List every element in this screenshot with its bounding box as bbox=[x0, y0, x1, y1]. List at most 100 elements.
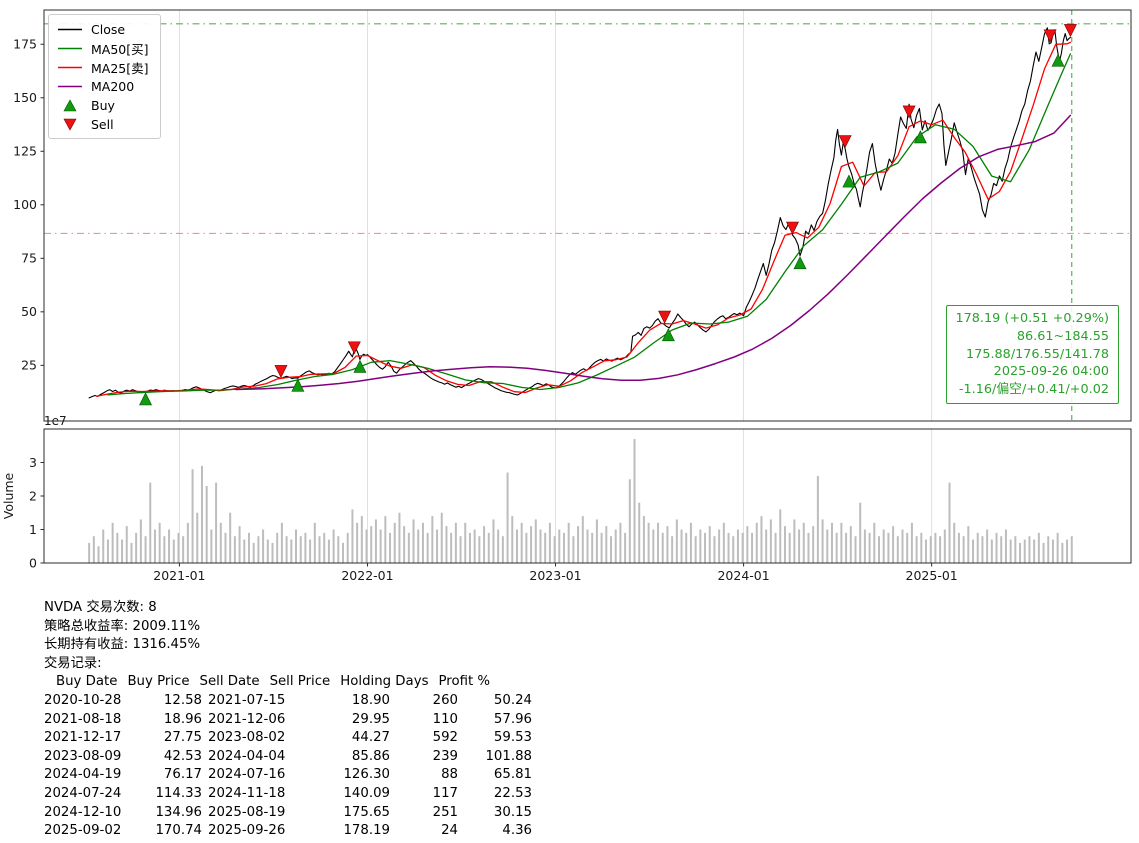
price-annotation-box: 178.19 (+0.51 +0.29%) 86.61~184.55 175.8… bbox=[945, 305, 1119, 404]
legend-line-swatch bbox=[58, 28, 82, 30]
buy-triangle-icon bbox=[63, 98, 77, 111]
annotation-timestamp: 2025-09-26 04:00 bbox=[993, 364, 1109, 380]
legend-item: Sell bbox=[56, 115, 149, 133]
trade-row: 2024-07-24 114.33 2024-11-18 140.09 117 22.53 bbox=[44, 785, 532, 804]
trade-cell: 2024-04-04 bbox=[208, 748, 286, 764]
svg-text:2023-01: 2023-01 bbox=[529, 568, 581, 583]
svg-text:2022-01: 2022-01 bbox=[341, 568, 393, 583]
trade-cell: 2021-12-06 bbox=[208, 711, 286, 727]
svg-text:175: 175 bbox=[13, 37, 37, 52]
trade-cell: 76.17 bbox=[163, 767, 202, 783]
trade-cell: 24 bbox=[441, 823, 458, 839]
legend-line-swatch bbox=[58, 66, 82, 68]
svg-text:150: 150 bbox=[13, 90, 37, 105]
trade-cell: 2025-09-26 bbox=[208, 823, 286, 839]
legend-item-label: MA25[卖] bbox=[91, 60, 149, 76]
trade-cell: 4.36 bbox=[502, 823, 532, 839]
strategy-stats: NVDA 交易次数: 8 策略总收益率: 2009.11% 长期持有收益: 13… bbox=[44, 599, 532, 841]
legend-item: MA50[买] bbox=[56, 39, 149, 57]
svg-text:50: 50 bbox=[21, 304, 37, 319]
trade-cell: 18.90 bbox=[351, 692, 390, 708]
legend-item: MA25[卖] bbox=[56, 58, 149, 76]
trade-cell: 592 bbox=[432, 730, 458, 746]
sell-triangle-icon bbox=[63, 118, 77, 131]
col-header-profit: Profit % bbox=[438, 674, 491, 690]
trade-cell: 101.88 bbox=[485, 748, 532, 764]
col-header-sell-price: Sell Price bbox=[269, 674, 331, 690]
trade-cell: 2024-11-18 bbox=[208, 785, 286, 801]
trade-cell: 2024-12-10 bbox=[44, 804, 122, 820]
legend-item-label: Buy bbox=[91, 97, 115, 113]
trade-cell: 30.15 bbox=[493, 804, 532, 820]
trade-cell: 260 bbox=[432, 692, 458, 708]
trade-cell: 2024-07-24 bbox=[44, 785, 122, 801]
svg-text:2024-01: 2024-01 bbox=[717, 568, 769, 583]
trade-row: 2021-08-18 18.96 2021-12-06 29.95 110 57.96 bbox=[44, 711, 532, 730]
trade-row: 2024-12-10 134.96 2025-08-19 175.65 251 30.15 bbox=[44, 804, 532, 823]
legend-item-label: MA200 bbox=[91, 78, 135, 94]
trade-cell: 2024-04-19 bbox=[44, 767, 122, 783]
svg-text:1e7: 1e7 bbox=[44, 414, 67, 428]
trade-cell: 239 bbox=[432, 748, 458, 764]
trade-row: 2025-09-02 170.74 2025-09-26 178.19 24 4.36 bbox=[44, 822, 532, 841]
col-header-sell-date: Sell Date bbox=[199, 674, 260, 690]
trade-cell: 29.95 bbox=[351, 711, 390, 727]
trade-table: 2020-10-28 12.58 2021-07-15 18.90 260 50.24 20… bbox=[44, 692, 532, 841]
chart-legend: Close MA50[买] MA25[卖] MA200 Buy Sell bbox=[48, 14, 161, 139]
trade-cell: 57.96 bbox=[493, 711, 532, 727]
trade-record-label: 交易记录: bbox=[44, 655, 102, 671]
trade-count-line: NVDA 交易次数: 8 bbox=[44, 600, 157, 615]
trade-cell: 178.19 bbox=[343, 823, 390, 839]
trade-cell: 2023-08-02 bbox=[208, 730, 286, 746]
trade-cell: 114.33 bbox=[155, 785, 202, 801]
trade-cell: 2021-12-17 bbox=[44, 730, 122, 746]
svg-text:2: 2 bbox=[29, 488, 37, 503]
trade-row: 2021-12-17 27.75 2023-08-02 44.27 592 59.53 bbox=[44, 729, 532, 748]
svg-text:25: 25 bbox=[21, 358, 37, 373]
legend-item: MA200 bbox=[56, 77, 149, 95]
trade-row: 2024-04-19 76.17 2024-07-16 126.30 88 65.81 bbox=[44, 766, 532, 785]
svg-text:3: 3 bbox=[29, 455, 37, 470]
trade-cell: 12.58 bbox=[163, 692, 202, 708]
annotation-range: 86.61~184.55 bbox=[1016, 328, 1109, 344]
trade-cell: 170.74 bbox=[155, 823, 202, 839]
svg-text:75: 75 bbox=[21, 251, 37, 266]
strategy-return-line: 策略总收益率: 2009.11% bbox=[44, 618, 201, 634]
svg-text:0: 0 bbox=[29, 555, 37, 570]
trade-cell: 2020-10-28 bbox=[44, 692, 122, 708]
annotation-signal: -1.16/偏空/+0.41/+0.02 bbox=[958, 382, 1109, 398]
legend-item: Close bbox=[56, 20, 149, 38]
trade-row: 2023-08-09 42.53 2024-04-04 85.86 239 101.88 bbox=[44, 748, 532, 767]
trade-cell: 59.53 bbox=[493, 730, 532, 746]
trade-cell: 22.53 bbox=[493, 785, 532, 801]
annotation-last-price: 178.19 (+0.51 +0.29%) bbox=[955, 311, 1110, 326]
trade-table-header: Buy Date Buy Price Sell Date Sell Price … bbox=[44, 673, 532, 692]
trade-cell: 251 bbox=[432, 804, 458, 820]
trade-cell: 2025-08-19 bbox=[208, 804, 286, 820]
trade-cell: 126.30 bbox=[343, 767, 390, 783]
legend-item: Buy bbox=[56, 96, 149, 114]
svg-text:2025-01: 2025-01 bbox=[906, 568, 958, 583]
trade-cell: 2021-08-18 bbox=[44, 711, 122, 727]
trade-cell: 65.81 bbox=[493, 767, 532, 783]
legend-line-swatch bbox=[58, 47, 82, 49]
trade-cell: 2021-07-15 bbox=[208, 692, 286, 708]
trade-cell: 50.24 bbox=[493, 692, 532, 708]
trade-cell: 42.53 bbox=[163, 748, 202, 764]
svg-text:100: 100 bbox=[13, 197, 37, 212]
legend-item-label: MA50[买] bbox=[91, 41, 149, 57]
svg-text:2021-01: 2021-01 bbox=[153, 568, 205, 583]
trade-cell: 110 bbox=[432, 711, 458, 727]
col-header-buy-price: Buy Price bbox=[127, 674, 190, 690]
trade-cell: 140.09 bbox=[343, 785, 390, 801]
svg-text:1: 1 bbox=[29, 522, 37, 537]
hold-return-line: 长期持有收益: 1316.45% bbox=[44, 637, 201, 653]
trade-cell: 2023-08-09 bbox=[44, 748, 122, 764]
trade-cell: 18.96 bbox=[163, 711, 202, 727]
svg-text:125: 125 bbox=[13, 144, 37, 159]
annotation-ma-values: 175.88/176.55/141.78 bbox=[966, 346, 1109, 362]
price-volume-chart: 25 50 75 100 125 150 175 0 1 2 3 1e7 Volume 2021-01 20… bbox=[1, 9, 1132, 583]
legend-item-label: Sell bbox=[91, 116, 114, 132]
col-header-holding-days: Holding Days bbox=[340, 674, 429, 690]
